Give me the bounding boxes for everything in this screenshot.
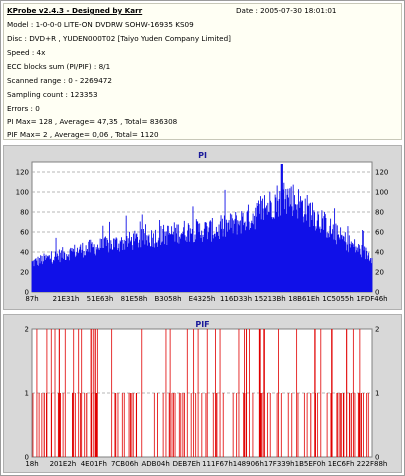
pi-chart-panel: PI 0 0 20 20 40 40 60 60 80 80 100 100 120 120 87h 21E3… <box>3 145 402 310</box>
pif-xtick: 222F88h <box>357 460 388 468</box>
pif-ytick-left: 0 <box>25 454 29 462</box>
pi-ytick-left: 100 <box>16 189 29 197</box>
pi-xtick: 1C5055h <box>322 295 354 303</box>
pif-xtick: 18h <box>25 460 38 468</box>
pi-bars <box>31 164 373 292</box>
info-errors: Errors : 0 <box>7 104 40 113</box>
pif-chart-title: PIF <box>195 320 210 329</box>
scan-date: Date : 2005-07-30 18:01:01 <box>236 6 337 15</box>
pi-xtick: 18B61Eh <box>288 295 319 303</box>
info-pif-stats: PIF Max= 2 , Average= 0,06 , Total= 1120 <box>7 130 159 139</box>
info-speed: Speed : 4x <box>7 48 46 57</box>
info-sampling-count: Sampling count : 123353 <box>7 90 98 99</box>
app-title: KProbe v2.4.3 - Designed by Karr <box>7 6 143 15</box>
info-panel: KProbe v2.4.3 - Designed by Karr Date : … <box>3 3 402 140</box>
pi-ytick-right: 120 <box>375 169 388 177</box>
pif-ytick-right: 1 <box>375 390 379 398</box>
pi-xtick: 81E58h <box>121 295 148 303</box>
pi-ytick-right: 20 <box>375 269 384 277</box>
info-disc: Disc : DVD+R , YUDEN000T02 [Taiyo Yuden … <box>7 34 231 43</box>
pif-xtick: 1B5EF0h <box>295 460 326 468</box>
pi-ytick-left: 60 <box>20 229 29 237</box>
pif-ytick-left: 2 <box>25 326 29 334</box>
info-ecc-blocks: ECC blocks sum (PI/PIF) : 8/1 <box>7 62 111 71</box>
pif-xtick: 1EC6Fh <box>328 460 355 468</box>
pi-ytick-right: 60 <box>375 229 384 237</box>
pif-xtick: 148906h <box>233 460 264 468</box>
pi-chart-title: PI <box>198 151 207 160</box>
pif-chart-panel: PIF 0 0 1 1 2 2 18h 201E2h 4E01Fh 7CB06h ADB04h DEB… <box>3 314 402 473</box>
pif-xtick: ADB04h <box>141 460 169 468</box>
pif-xtick: 201E2h <box>50 460 77 468</box>
pif-ytick-left: 1 <box>25 390 29 398</box>
info-scanned-range: Scanned range : 0 - 2269472 <box>7 76 112 85</box>
pi-chart: 0 0 20 20 40 40 60 60 80 80 100 100 120 120 87h 21E31h 5… <box>16 161 388 303</box>
pif-xtick: 17F339h <box>264 460 295 468</box>
pi-xtick: 15213Bh <box>254 295 286 303</box>
pif-xtick: 111F67h <box>202 460 233 468</box>
pi-ytick-right: 40 <box>375 249 384 257</box>
info-pi-stats: PI Max= 128 , Average= 47,35 , Total= 83… <box>7 117 178 126</box>
pif-bars <box>32 329 369 457</box>
pif-xtick: 7CB06h <box>111 460 139 468</box>
pi-ytick-right: 100 <box>375 189 388 197</box>
pi-ytick-right: 0 <box>375 289 379 297</box>
pi-xtick: 21E31h <box>53 295 80 303</box>
pi-ytick-left: 120 <box>16 169 29 177</box>
info-model: Model : 1-0-0-0 LITE-ON DVDRW SOHW-16935… <box>7 20 194 29</box>
pi-ytick-left: 80 <box>20 209 29 217</box>
pif-xtick: DEB7Eh <box>173 460 201 468</box>
pif-ytick-right: 0 <box>375 454 379 462</box>
pi-ytick-right: 80 <box>375 209 384 217</box>
pif-ytick-right: 2 <box>375 326 379 334</box>
pi-xtick: 51E63h <box>87 295 114 303</box>
pi-ytick-left: 40 <box>20 249 29 257</box>
pi-xtick: 1FDF46h <box>356 295 387 303</box>
pi-ytick-left: 20 <box>20 269 29 277</box>
pi-xtick: 87h <box>25 295 38 303</box>
pi-xtick: 116D33h <box>220 295 252 303</box>
pi-xtick: B3058h <box>154 295 181 303</box>
pi-xtick: E4325h <box>189 295 216 303</box>
pif-xtick: 4E01Fh <box>81 460 107 468</box>
pi-ytick-left: 0 <box>25 289 29 297</box>
